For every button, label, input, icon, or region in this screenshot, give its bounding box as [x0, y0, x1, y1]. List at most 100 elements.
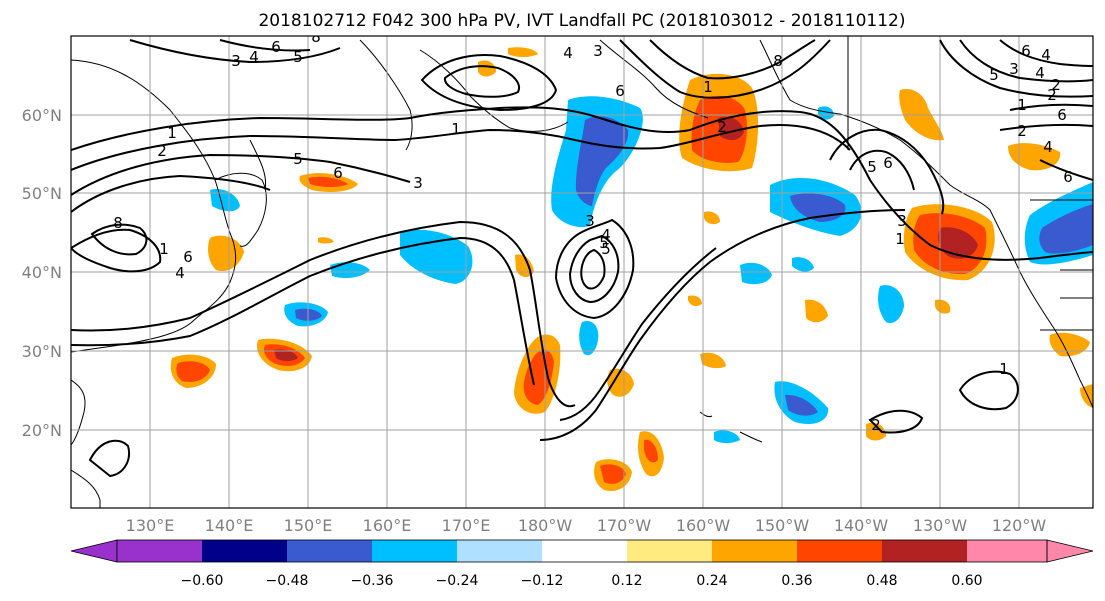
shaded-region	[785, 394, 818, 416]
contour-label: 5	[989, 66, 999, 84]
contour-label: 4	[1035, 64, 1045, 82]
shaded-region	[714, 430, 740, 443]
shaded-region	[805, 299, 828, 323]
lon-label: 140°E	[205, 516, 254, 535]
lon-label: 130°W	[913, 516, 968, 535]
colorbar-label: 0.48	[866, 573, 897, 589]
contour-label: 2	[717, 118, 727, 136]
contour-label: 4	[249, 48, 259, 66]
contour-label: 1	[999, 360, 1009, 378]
colorbar-segment	[287, 540, 372, 562]
shaded-region	[688, 295, 702, 307]
shaded-region	[330, 262, 370, 278]
colorbar-label: 0.24	[696, 573, 727, 589]
map-panel: 1 2 3 4 5 6 8 1 2 3 4 5 6 1 2 4 5 6 3 4	[70, 28, 1094, 509]
lon-label: 160°W	[676, 516, 731, 535]
colorbar-label: −0.12	[521, 573, 564, 589]
lon-labels: 130°E 140°E 150°E 160°E 170°E 180°W 170°…	[126, 516, 1047, 535]
shaded-region	[718, 116, 744, 141]
shaded-region	[818, 106, 834, 120]
contour-label: 1	[895, 230, 905, 248]
contour-label: 4	[175, 264, 185, 282]
lon-label: 120°W	[992, 516, 1047, 535]
colorbar-segment	[712, 540, 797, 562]
lon-label: 150°W	[755, 516, 810, 535]
contour-label: 3	[1009, 60, 1019, 78]
contour-label: 6	[1063, 168, 1073, 186]
shaded-region	[1039, 204, 1093, 254]
shaded-region	[508, 47, 538, 57]
shaded-region	[792, 257, 814, 272]
shaded-region	[644, 439, 658, 463]
shaded-region	[691, 95, 748, 163]
contour-label: 6	[271, 38, 281, 56]
lon-label: 160°E	[363, 516, 412, 535]
shaded-region	[579, 320, 599, 356]
colorbar-label: −0.60	[181, 573, 224, 589]
contour-label: 2	[157, 142, 167, 160]
contour-label: 5	[601, 240, 611, 258]
shaded-region	[740, 262, 772, 285]
contour-label: 6	[1021, 42, 1031, 60]
shaded-region	[1080, 384, 1093, 408]
colorbar-extend-high	[1046, 539, 1094, 563]
lon-label: 130°E	[126, 516, 175, 535]
contour-label: 6	[183, 248, 193, 266]
colorbar-segment	[882, 540, 967, 562]
contour-label: 6	[615, 82, 625, 100]
shaded-region	[704, 211, 720, 225]
colorbar-segment	[117, 540, 202, 562]
contour-label: 2	[1051, 76, 1061, 94]
contour-label: 3	[585, 212, 595, 230]
contour-label: 1	[451, 120, 461, 138]
shaded-region	[210, 188, 240, 212]
colorbar-segment	[542, 540, 627, 562]
shaded-region	[308, 176, 348, 187]
colorbar-label: 0.12	[611, 573, 642, 589]
contour-label: 4	[601, 226, 611, 244]
lat-label: 20°N	[22, 421, 62, 440]
shaded-region	[575, 116, 629, 206]
lon-label: 150°E	[284, 516, 333, 535]
colorbar-segment	[202, 540, 287, 562]
shaded-region	[938, 227, 978, 259]
shaded-region	[274, 349, 298, 361]
colorbar-label: 0.36	[781, 573, 812, 589]
shaded-region	[523, 349, 554, 405]
lat-labels: 60°N 50°N 40°N 30°N 20°N	[22, 106, 62, 440]
shaded-region	[700, 352, 726, 369]
lat-label: 30°N	[22, 342, 62, 361]
colorbar-segment	[457, 540, 542, 562]
shaded-region	[607, 368, 634, 397]
shaded-region	[878, 285, 904, 324]
shaded-region	[176, 361, 210, 382]
lon-label: 140°W	[834, 516, 889, 535]
lat-label: 50°N	[22, 184, 62, 203]
map-frame	[70, 35, 1094, 509]
contour-label: 1	[1017, 96, 1027, 114]
pv-contours	[71, 39, 1093, 478]
shaded-region	[478, 60, 496, 77]
contour-label: 5	[867, 158, 877, 176]
shaded-region	[935, 299, 951, 314]
shaded-region	[318, 237, 334, 244]
contour-label: 3	[413, 174, 423, 192]
colorbar-label: −0.48	[266, 573, 309, 589]
shaded-region	[600, 464, 626, 484]
contour-label: 2	[871, 416, 881, 434]
colorbar-segment	[372, 540, 457, 562]
shaded-region	[400, 229, 473, 284]
colorbar: −0.60 −0.48 −0.36 −0.24 −0.12 0.12 0.24 …	[70, 539, 1094, 589]
contour-label: 6	[333, 164, 343, 182]
contour-label: 3	[593, 42, 603, 60]
land-outlines	[71, 36, 1093, 508]
contour-label: 5	[293, 150, 303, 168]
contour-label: 8	[311, 28, 321, 46]
colorbar-segment	[797, 540, 882, 562]
contour-label: 3	[231, 52, 241, 70]
shaded-fields	[170, 47, 1093, 492]
contour-label: 2	[1017, 122, 1027, 140]
colorbar-segment	[627, 540, 712, 562]
colorbar-label: 0.60	[951, 573, 982, 589]
